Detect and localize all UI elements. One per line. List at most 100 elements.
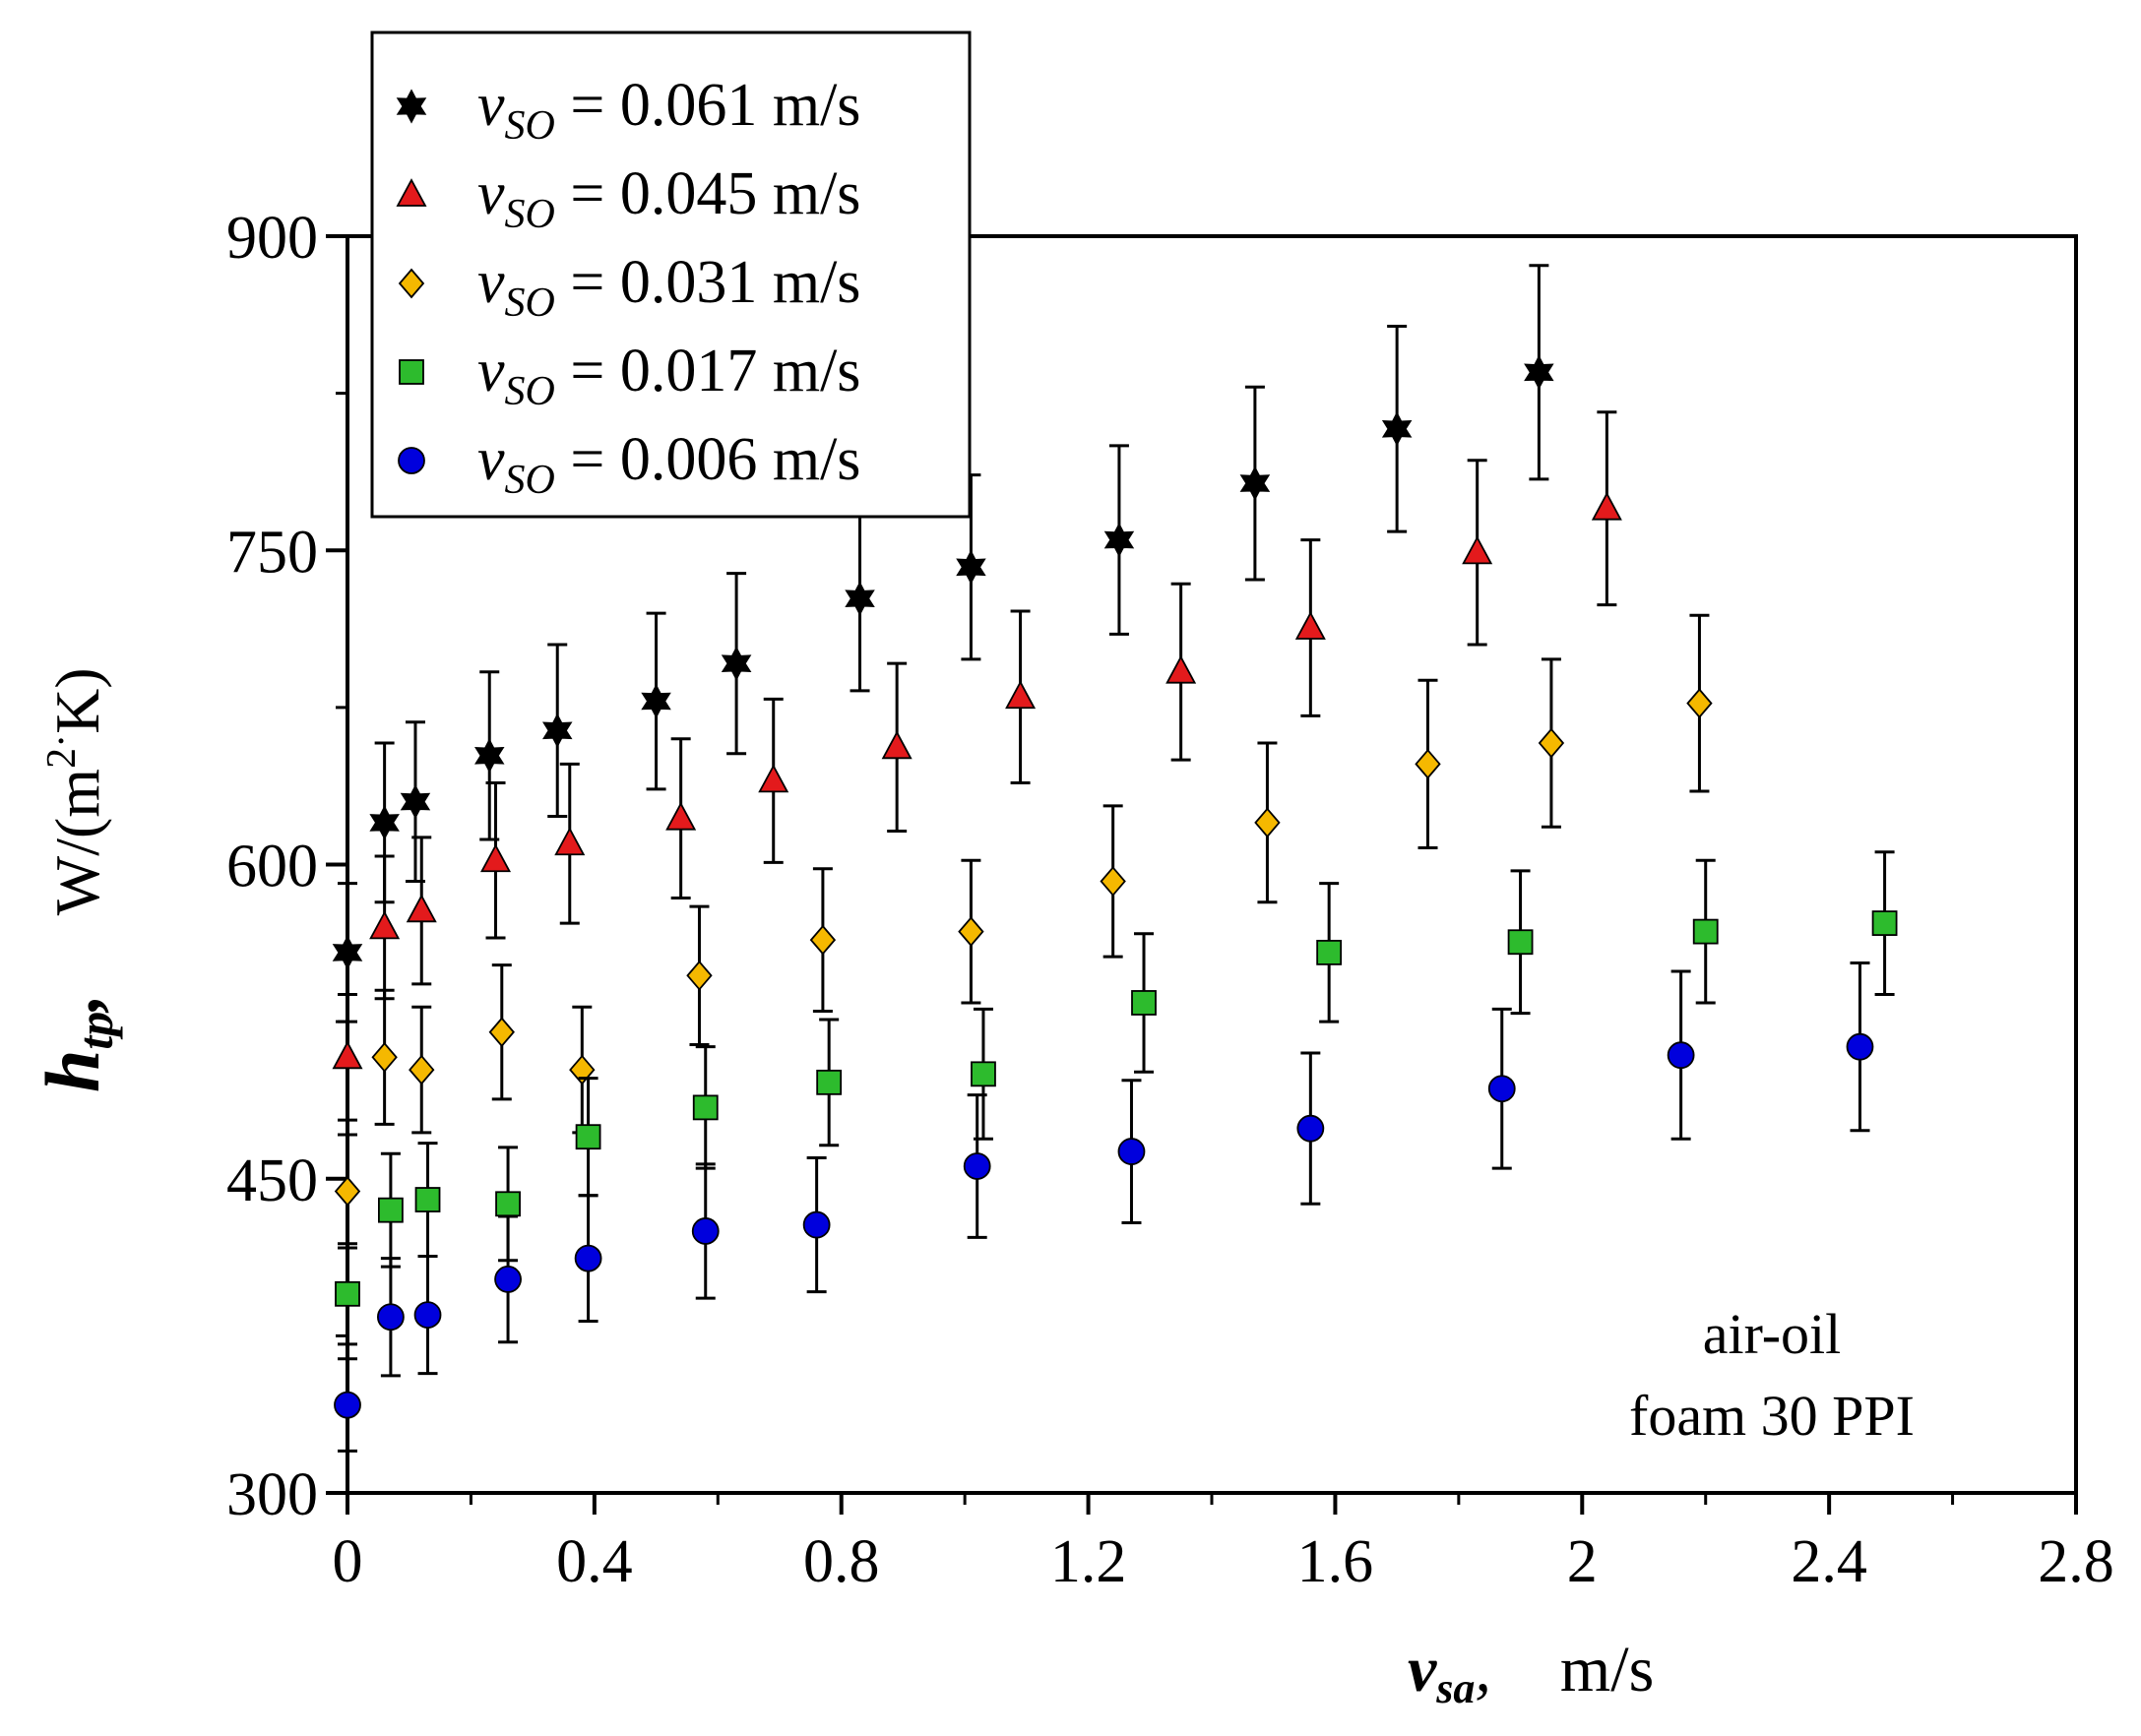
point-1-2: [406, 894, 437, 923]
point-1-7: [881, 730, 913, 760]
point-0-5: [641, 683, 671, 719]
point-2-7: [958, 916, 984, 947]
point-2-4: [569, 1054, 596, 1085]
point-1-1: [369, 910, 401, 940]
x-tick-label-1: 0.4: [556, 1528, 633, 1595]
point-3-3: [495, 1191, 521, 1217]
annotation-line-2: foam 30 PPI: [1629, 1384, 1915, 1448]
x-tick-label-3: 1.2: [1050, 1528, 1127, 1595]
legend-marker-1: [396, 178, 427, 207]
legend-label-2: vSO = 0.031 m/s: [477, 249, 860, 326]
legend-value-0: = 0.061 m/s: [555, 72, 861, 139]
point-4-7: [963, 1152, 991, 1180]
point-3-8: [1131, 990, 1157, 1016]
point-4-10: [1487, 1075, 1516, 1103]
x-tick-label-0: 0: [333, 1528, 363, 1595]
point-4-11: [1667, 1041, 1695, 1070]
point-3-6: [816, 1069, 843, 1095]
point-2-5: [686, 960, 713, 991]
point-3-9: [1316, 939, 1343, 965]
y-axis-title: htp, W/(m2·K): [30, 667, 123, 1092]
series-layer: [332, 264, 1898, 1453]
point-1-10: [1294, 611, 1326, 640]
point-1-8: [1005, 680, 1037, 710]
y-tick-label-0: 300: [226, 1461, 318, 1528]
point-2-11: [1538, 727, 1565, 759]
point-1-4: [554, 827, 586, 856]
x-axis-title: vsa, m/s: [1408, 1634, 1654, 1712]
legend-marker-4: [398, 447, 425, 474]
legend-sub-4: SO: [505, 458, 555, 503]
point-1-6: [758, 764, 789, 793]
y-axis-unit-dot: ·: [39, 734, 85, 748]
point-2-0: [334, 1176, 361, 1207]
series-1: [332, 410, 1622, 1122]
legend-marker-3: [399, 359, 424, 385]
legend-label-1: vSO = 0.045 m/s: [477, 160, 860, 237]
point-4-9: [1296, 1114, 1325, 1143]
point-4-0: [334, 1391, 361, 1419]
point-4-12: [1846, 1032, 1874, 1061]
legend-label-0: vSO = 0.061 m/s: [477, 72, 860, 149]
point-0-12: [1524, 354, 1554, 390]
point-0-1: [369, 805, 400, 840]
y-axis-symbol: h: [30, 1050, 115, 1092]
legend-marker-0: [396, 89, 427, 124]
point-4-4: [574, 1244, 602, 1272]
point-2-10: [1415, 748, 1441, 779]
legend-symbol-3: v: [477, 338, 505, 404]
point-3-11: [1692, 918, 1719, 945]
legend-symbol-2: v: [477, 249, 505, 316]
point-2-2: [409, 1054, 435, 1085]
y-tick-label-3: 750: [226, 519, 318, 586]
point-1-5: [665, 801, 697, 831]
legend-markers: [396, 89, 427, 474]
y-axis-subscript: tp: [68, 1012, 123, 1050]
point-2-9: [1254, 807, 1281, 838]
point-0-7: [845, 581, 875, 616]
point-2-3: [488, 1017, 515, 1048]
y-axis-unit-sup: 2: [39, 748, 85, 769]
point-4-3: [494, 1266, 522, 1293]
y-tick-label-1: 450: [226, 1147, 318, 1214]
point-3-2: [414, 1187, 441, 1212]
point-0-8: [956, 549, 986, 585]
legend-label-4: vSO = 0.006 m/s: [477, 426, 860, 503]
y-axis-unit-suffix: K): [42, 667, 112, 734]
point-3-4: [575, 1124, 601, 1150]
legend-sub-3: SO: [505, 369, 555, 414]
point-0-11: [1381, 411, 1413, 447]
point-3-1: [377, 1197, 404, 1223]
point-0-2: [400, 783, 431, 820]
point-0-10: [1239, 465, 1271, 501]
point-3-12: [1871, 910, 1898, 936]
legend-label-3: vSO = 0.017 m/s: [477, 338, 860, 414]
y-tick-label-2: 600: [226, 834, 318, 900]
point-2-12: [1686, 688, 1713, 719]
major-ticks: [326, 234, 2078, 1515]
point-2-6: [809, 924, 837, 956]
series-3: [335, 850, 1898, 1346]
point-4-8: [1117, 1138, 1146, 1165]
legend-marker-2: [398, 268, 425, 299]
point-3-10: [1507, 929, 1534, 956]
point-1-12: [1591, 491, 1622, 521]
legend-box: [370, 31, 972, 519]
point-0-6: [721, 646, 752, 681]
point-0-9: [1103, 522, 1135, 558]
point-4-6: [802, 1210, 831, 1239]
point-4-5: [691, 1217, 720, 1245]
point-3-0: [335, 1280, 360, 1307]
point-0-4: [542, 713, 573, 748]
legend-sub-0: SO: [505, 103, 555, 149]
legend-value-2: = 0.031 m/s: [555, 249, 861, 316]
legend-sub-2: SO: [505, 280, 555, 326]
legend-symbol-1: v: [477, 160, 505, 227]
point-4-2: [413, 1301, 442, 1329]
legend-value-3: = 0.017 m/s: [555, 338, 861, 404]
annotation-line-1: air-oil: [1703, 1302, 1842, 1366]
legend-value-1: = 0.045 m/s: [555, 160, 861, 227]
point-3-7: [971, 1061, 996, 1087]
x-tick-label-6: 2.4: [1791, 1528, 1867, 1595]
